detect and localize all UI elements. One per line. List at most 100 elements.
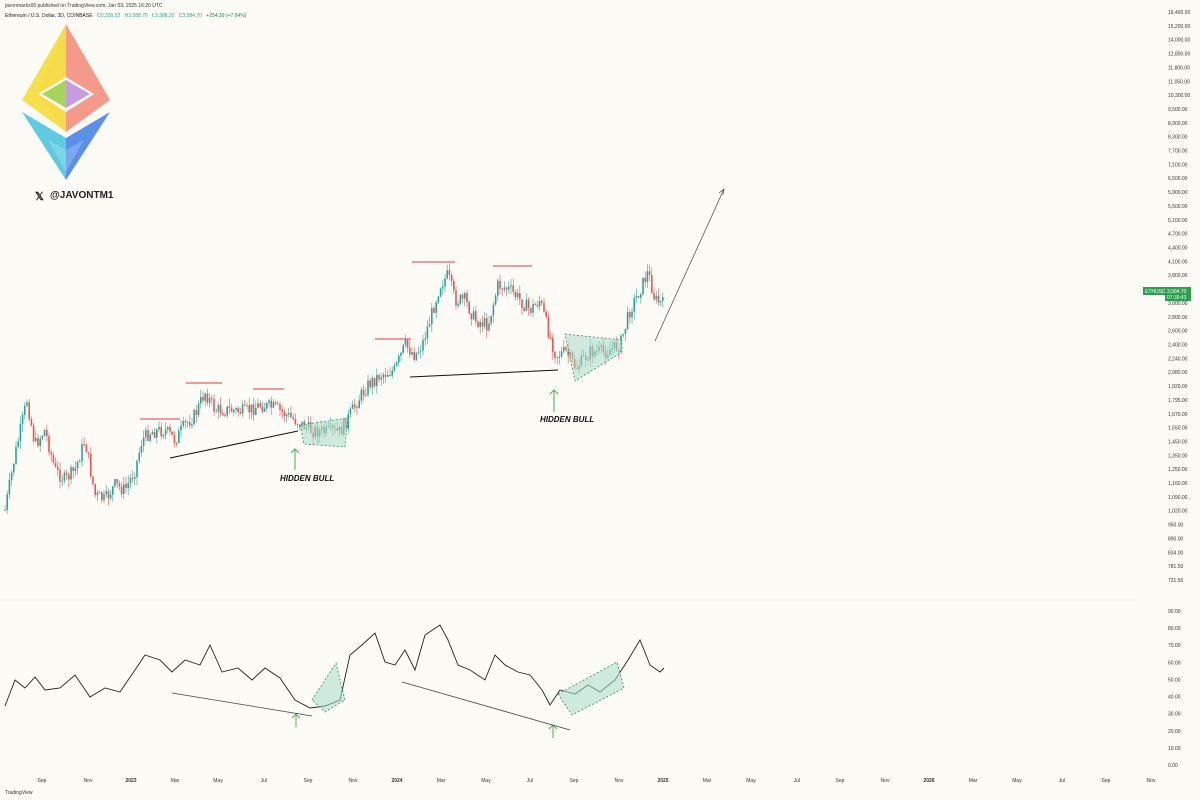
candle-body bbox=[268, 400, 270, 403]
candle-body bbox=[246, 405, 248, 407]
price-tick-label: 1,450.00 bbox=[1168, 439, 1188, 445]
candle-body bbox=[162, 434, 165, 437]
candle-body bbox=[153, 432, 156, 438]
support-trendline[interactable] bbox=[409, 369, 559, 378]
time-tick-label: May bbox=[746, 778, 756, 784]
rsi-divergence-line[interactable] bbox=[401, 681, 571, 731]
candle-body bbox=[380, 377, 382, 380]
ohlc-low-label: L bbox=[152, 13, 155, 19]
candle-body bbox=[525, 299, 528, 311]
candle-body bbox=[61, 480, 63, 482]
candle-body bbox=[653, 293, 655, 300]
consolidation-pattern[interactable] bbox=[299, 417, 349, 448]
price-tick-label: 3,800.00 bbox=[1168, 273, 1188, 279]
candle-body bbox=[424, 338, 426, 340]
rsi-tick-label: 70.00 bbox=[1168, 643, 1181, 649]
price-tick-label: 16,400.00 bbox=[1168, 10, 1190, 16]
ohlc-low: 3,308.20 bbox=[154, 13, 175, 19]
candle-body bbox=[46, 429, 48, 436]
candle-body bbox=[261, 406, 264, 412]
candle-body bbox=[156, 429, 158, 438]
candle-body bbox=[499, 280, 501, 289]
price-tick-label: 1,350.00 bbox=[1168, 453, 1188, 459]
price-tick-label: 3,000.00 bbox=[1168, 301, 1188, 307]
rsi-tick-label: 30.00 bbox=[1168, 712, 1181, 718]
candle-body bbox=[477, 321, 479, 328]
candle-body bbox=[57, 466, 59, 470]
price-tick-label: 11,050.00 bbox=[1168, 79, 1190, 85]
candle-body bbox=[433, 308, 435, 313]
candle-body bbox=[655, 295, 657, 300]
candle-body bbox=[193, 410, 195, 425]
candle-body bbox=[50, 452, 52, 455]
hidden-bull-arrow-icon bbox=[290, 448, 300, 470]
price-tick-label: 1,550.00 bbox=[1168, 426, 1188, 432]
candle-body bbox=[21, 414, 24, 424]
time-tick-label: Nov bbox=[881, 778, 890, 784]
candle-body bbox=[538, 301, 541, 307]
rsi-pattern[interactable] bbox=[557, 661, 625, 716]
candle-body bbox=[446, 270, 448, 279]
candle-body bbox=[145, 429, 147, 438]
candle-body bbox=[409, 347, 411, 355]
rsi-line bbox=[4, 624, 665, 709]
candle-body bbox=[215, 411, 217, 413]
ohlc-open-label: O bbox=[96, 13, 101, 19]
candle-body bbox=[195, 410, 198, 415]
time-tick-label: Nov bbox=[1147, 778, 1156, 784]
price-tick-label: 2,800.00 bbox=[1168, 315, 1188, 321]
price-tick-label: 2,400.00 bbox=[1168, 342, 1188, 348]
candle-body bbox=[219, 404, 222, 414]
candle-body bbox=[545, 311, 547, 317]
tradingview-footer[interactable]: TradingView bbox=[5, 790, 33, 796]
price-tick-label: 15,200.00 bbox=[1168, 24, 1190, 30]
candle-body bbox=[358, 400, 360, 409]
candle-body bbox=[450, 274, 453, 281]
time-tick-label: Sep bbox=[1102, 778, 1111, 784]
candle-body bbox=[558, 356, 561, 358]
support-trendline[interactable] bbox=[169, 430, 299, 459]
candle-body bbox=[222, 413, 224, 416]
rsi-tick-label: 60.00 bbox=[1168, 660, 1181, 666]
candle-body bbox=[90, 453, 92, 477]
time-tick-label: Jul bbox=[794, 778, 800, 784]
projection-arrow[interactable] bbox=[654, 188, 725, 342]
candle-body bbox=[483, 318, 486, 327]
time-tick-label: Mar bbox=[969, 778, 978, 784]
candle-body bbox=[290, 412, 292, 418]
candle-body bbox=[373, 377, 376, 386]
price-tick-label: 5,900.00 bbox=[1168, 190, 1188, 196]
rsi-divergence-line[interactable] bbox=[171, 692, 313, 717]
candle-body bbox=[186, 422, 189, 424]
candle-body bbox=[6, 494, 8, 510]
candle-body bbox=[455, 290, 457, 306]
candle-body bbox=[435, 302, 437, 313]
candle-body bbox=[523, 308, 525, 311]
candle-body bbox=[536, 304, 539, 307]
candle-body bbox=[554, 351, 556, 358]
price-tick-label: 5,500.00 bbox=[1168, 204, 1188, 210]
candle-body bbox=[239, 412, 242, 414]
candle-body bbox=[534, 304, 536, 306]
consolidation-pattern[interactable] bbox=[564, 333, 623, 382]
candle-body bbox=[393, 365, 396, 371]
candle-body bbox=[37, 437, 39, 446]
ohlc-close-label: C bbox=[178, 13, 183, 19]
candle-body bbox=[398, 355, 400, 363]
candle-body bbox=[263, 408, 266, 412]
candle-body bbox=[79, 461, 81, 463]
price-badge-price: 3,584.70 bbox=[1167, 289, 1187, 295]
candle-body bbox=[92, 476, 94, 484]
candle-body bbox=[63, 472, 66, 481]
time-tick-label: Mar bbox=[437, 778, 446, 784]
candle-body bbox=[142, 437, 145, 447]
candle-body bbox=[389, 375, 391, 377]
candle-body bbox=[395, 362, 398, 366]
rsi-pattern[interactable] bbox=[311, 662, 346, 713]
candle-body bbox=[103, 494, 105, 501]
candle-body bbox=[565, 347, 567, 350]
candle-body bbox=[519, 293, 521, 300]
candle-body bbox=[235, 408, 237, 410]
candle-body bbox=[197, 403, 200, 415]
